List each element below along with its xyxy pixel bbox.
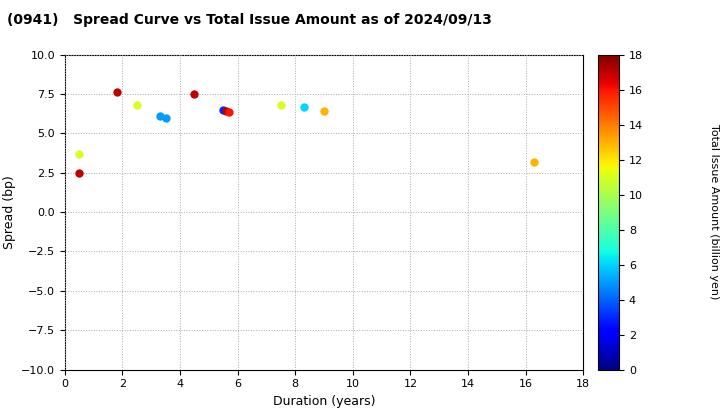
Y-axis label: Spread (bp): Spread (bp) xyxy=(3,175,16,249)
X-axis label: Duration (years): Duration (years) xyxy=(273,395,375,408)
Point xyxy=(275,102,287,108)
Point xyxy=(189,91,200,97)
Point xyxy=(160,114,171,121)
Point xyxy=(73,150,85,157)
Point xyxy=(318,108,330,115)
Point xyxy=(220,108,232,115)
Point xyxy=(223,109,235,116)
Y-axis label: Total Issue Amount (billion yen): Total Issue Amount (billion yen) xyxy=(709,124,719,300)
Text: (0941)   Spread Curve vs Total Issue Amount as of 2024/09/13: (0941) Spread Curve vs Total Issue Amoun… xyxy=(7,13,492,26)
Point xyxy=(298,103,310,110)
Point xyxy=(131,102,143,108)
Point xyxy=(111,89,122,96)
Point xyxy=(73,169,85,176)
Point xyxy=(154,113,166,119)
Point xyxy=(528,158,540,165)
Point xyxy=(217,106,229,113)
